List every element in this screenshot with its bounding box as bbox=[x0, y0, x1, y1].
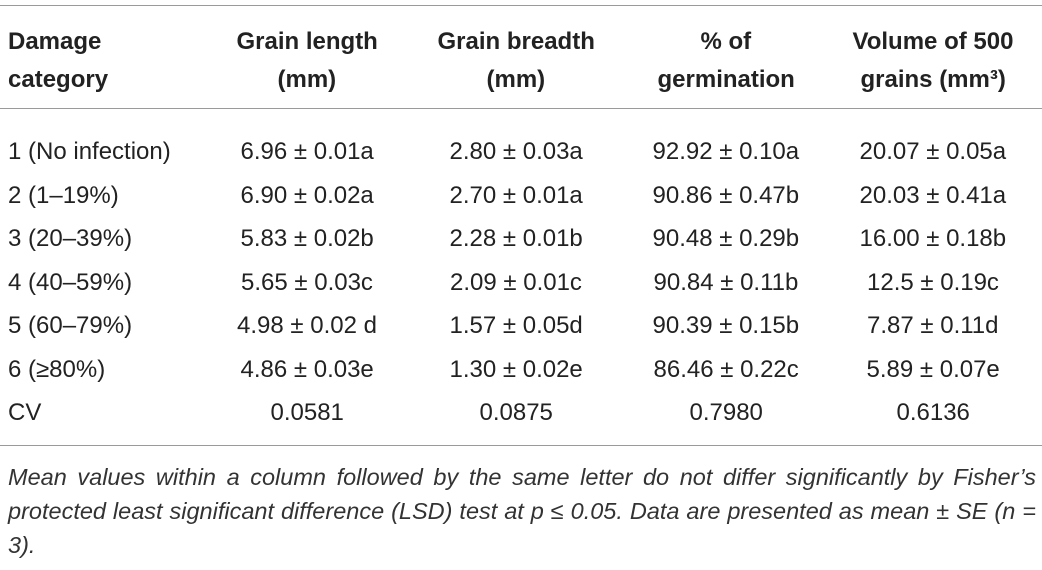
table-cell: 5.83 ± 0.02b bbox=[240, 225, 374, 252]
table-cell: 4 (40–59%) bbox=[8, 268, 133, 296]
table-cell: 90.48 ± 0.29b bbox=[652, 225, 800, 252]
table-cell: 2.09 ± 0.01c bbox=[450, 268, 582, 296]
table-cell: 6 (≥80%) bbox=[8, 355, 106, 383]
table-cell: 90.84 ± 0.11b bbox=[653, 268, 799, 296]
table-cell: 2.28 ± 0.01b bbox=[449, 225, 583, 252]
header-rule bbox=[0, 108, 1042, 109]
table-cell: 5.89 ± 0.07e bbox=[866, 355, 1000, 383]
table-cell: 5 (60–79%) bbox=[8, 312, 133, 339]
table-cell: 0.0875 bbox=[479, 399, 553, 426]
table-cell: 20.07 ± 0.05a bbox=[859, 138, 1007, 165]
header-cell: Damage bbox=[8, 28, 102, 55]
header-cell: Grain breadth bbox=[437, 28, 595, 55]
table-cell: 2 (1–19%) bbox=[8, 181, 119, 209]
header-cell: % of bbox=[700, 28, 752, 55]
table-cell: 3 (20–39%) bbox=[8, 225, 133, 252]
table-cell: 2.70 ± 0.01a bbox=[449, 181, 583, 209]
table-cell: 1.57 ± 0.05d bbox=[449, 312, 583, 339]
top-rule bbox=[0, 5, 1042, 6]
header-cell: category bbox=[8, 66, 109, 93]
header-cell: germination bbox=[657, 66, 795, 93]
table-cell: 1.30 ± 0.02e bbox=[449, 355, 583, 383]
table-cell: 4.98 ± 0.02 d bbox=[237, 312, 377, 339]
table-cell: 7.87 ± 0.11d bbox=[867, 312, 999, 339]
table-cell: 90.39 ± 0.15b bbox=[652, 312, 800, 339]
header-cell: Grain length bbox=[236, 28, 378, 55]
table-cell: 0.0581 bbox=[270, 399, 344, 426]
header-cell: Volume of 500 bbox=[852, 28, 1014, 55]
table-cell: 4.86 ± 0.03e bbox=[240, 355, 374, 383]
table-cell: 12.5 ± 0.19c bbox=[867, 268, 999, 296]
footnote: Mean values within a column followed by … bbox=[8, 464, 1036, 558]
table-cell: CV bbox=[8, 399, 42, 426]
table-cell: 0.6136 bbox=[896, 399, 970, 426]
table-cell: 6.96 ± 0.01a bbox=[240, 138, 374, 165]
table-cell: 86.46 ± 0.22c bbox=[653, 355, 799, 383]
table-cell: 2.80 ± 0.03a bbox=[449, 138, 583, 165]
header-cell: (mm) bbox=[486, 66, 546, 93]
table-cell: 1 (No infection) bbox=[8, 138, 171, 165]
table-cell: 20.03 ± 0.41a bbox=[859, 181, 1007, 209]
header-cell: (mm) bbox=[277, 66, 337, 93]
header-cell: grains (mm³) bbox=[860, 66, 1006, 93]
table-cell: 16.00 ± 0.18b bbox=[859, 225, 1007, 252]
table-cell: 0.7980 bbox=[689, 399, 763, 426]
bottom-rule bbox=[0, 445, 1042, 446]
table-cell: 5.65 ± 0.03c bbox=[241, 268, 373, 296]
table-cell: 90.86 ± 0.47b bbox=[652, 181, 800, 209]
table-cell: 6.90 ± 0.02a bbox=[240, 181, 374, 209]
table-cell: 92.92 ± 0.10a bbox=[652, 138, 800, 165]
